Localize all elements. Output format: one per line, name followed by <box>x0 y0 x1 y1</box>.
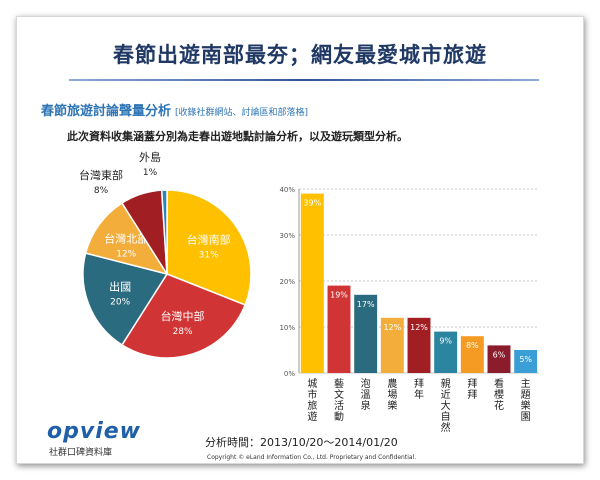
bar-chart: 0% 10% 20% 30% 40% 39% 城市旅遊 19% 藝文活動 17% 泡溫泉 12% 農場樂… <box>279 186 539 434</box>
pie-slice <box>82 252 169 346</box>
pie-slice <box>166 189 252 306</box>
subtitle-note: [收錄社群網站、討論區和部落格] <box>175 108 309 118</box>
bar <box>300 193 324 373</box>
bar-value-label: 17% <box>357 300 375 309</box>
y-tick-label: 0% <box>284 370 295 378</box>
page-title: 春節出遊南部最夯；網友最愛城市旅遊 <box>113 43 487 67</box>
bar <box>327 285 351 373</box>
bar-value-label: 12% <box>383 323 401 332</box>
opview-logo: opview 社群口碑資料庫 <box>47 419 140 459</box>
logo-wordmark: opview <box>47 419 141 444</box>
analysis-period: 分析時間：2013/10/20～2014/01/20 <box>205 436 398 449</box>
pie-slice <box>120 273 247 359</box>
pie-slice-value: 20% <box>110 298 130 308</box>
copyright-text: Copyright © eLand Information Co., Ltd. … <box>207 454 417 461</box>
pie-slice-value: 1% <box>143 168 158 178</box>
x-tick-label: 看櫻花 <box>494 377 504 412</box>
x-tick-label: 農場樂 <box>387 377 397 412</box>
bar-value-label: 12% <box>410 323 428 332</box>
y-tick-label: 20% <box>279 278 295 286</box>
bar <box>514 350 538 373</box>
bar <box>460 336 484 373</box>
x-tick-label: 泡溫泉 <box>361 377 371 412</box>
title-divider <box>69 79 539 81</box>
slide: 春節出遊南部最夯；網友最愛城市旅遊 春節旅遊討論聲量分析 [收錄社群網站、討論區和… <box>16 16 584 464</box>
bar-value-label: 9% <box>439 337 452 346</box>
x-tick-label: 主題樂園 <box>521 378 531 423</box>
subtitle-text: 春節旅遊討論聲量分析 <box>41 104 172 119</box>
pie-slice-label: 出國 <box>109 280 131 294</box>
pie-slice-label: 台灣北部 <box>104 231 148 245</box>
pie-slice <box>84 202 169 276</box>
pie-slice-label: 台灣東部 <box>79 168 123 182</box>
section-subtitle: 春節旅遊討論聲量分析 [收錄社群網站、討論區和部落格] <box>41 100 308 119</box>
pie-chart: 台灣南部 31% 台灣中部 28% 出國 20% 台灣北部 12% 台灣東部 8% 外島 1% <box>79 150 252 359</box>
bar-value-label: 6% <box>493 350 506 359</box>
y-tick-label: 40% <box>279 186 295 194</box>
bar <box>407 317 431 373</box>
x-tick-label: 城市旅遊 <box>307 378 317 423</box>
bar-value-label: 8% <box>466 341 479 350</box>
bar-value-label: 19% <box>330 291 348 300</box>
x-tick-label: 拜年 <box>414 378 424 401</box>
description-text: 此次資料收集涵蓋分別為走春出遊地點討論分析，以及遊玩類型分析。 <box>67 130 408 143</box>
bar <box>487 345 511 373</box>
x-tick-label: 親近大自然 <box>441 377 451 434</box>
pie-slice-label: 台灣南部 <box>187 233 231 247</box>
bar-value-label: 39% <box>303 199 321 208</box>
y-tick-label: 10% <box>279 324 295 332</box>
bar <box>354 294 378 373</box>
y-tick-label: 30% <box>279 232 295 240</box>
pie-slice-label: 外島 <box>139 150 161 164</box>
pie-slice-value: 31% <box>199 251 219 261</box>
pie-slice <box>160 189 168 275</box>
bar <box>380 317 404 373</box>
pie-slice-value: 28% <box>173 327 193 337</box>
logo-subtext: 社群口碑資料庫 <box>49 448 113 458</box>
pie-slice-value: 8% <box>94 186 109 196</box>
pie-slice-label: 台灣中部 <box>161 309 205 323</box>
charts-canvas: 台灣南部 31% 台灣中部 28% 出國 20% 台灣北部 12% 台灣東部 8% 外島 1% 0% 1… <box>79 150 539 434</box>
bar-value-label: 5% <box>519 355 532 364</box>
x-tick-label: 拜拜 <box>467 378 477 401</box>
bar <box>434 331 458 373</box>
pie-slice-value: 12% <box>116 249 136 259</box>
x-tick-label: 藝文活動 <box>334 377 344 423</box>
